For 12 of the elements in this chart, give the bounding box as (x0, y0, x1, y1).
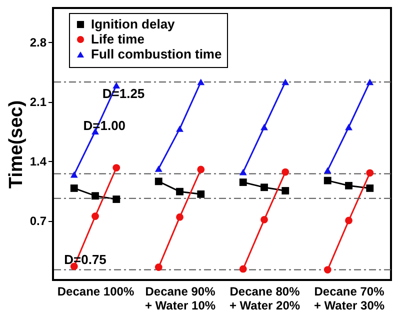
x-tick-label: Decane 80% + Water 20% (229, 284, 300, 312)
y-tick-label: 0.7 (30, 214, 47, 228)
y-tick-label: 2.1 (30, 95, 47, 109)
x-tick-label: Decane 70% + Water 30% (314, 284, 385, 312)
legend-label: Full combustion time (91, 46, 222, 62)
legend-label: Ignition delay (91, 16, 176, 32)
y-tick-label: 1.4 (30, 154, 47, 168)
y-tick-label: 2.8 (30, 36, 47, 50)
y-axis-title: Time(sec) (6, 100, 27, 189)
x-tick-label: Decane 100% (57, 284, 134, 298)
x-tick-label: Decane 90% + Water 10% (144, 284, 216, 312)
legend-label: Life time (91, 32, 144, 46)
